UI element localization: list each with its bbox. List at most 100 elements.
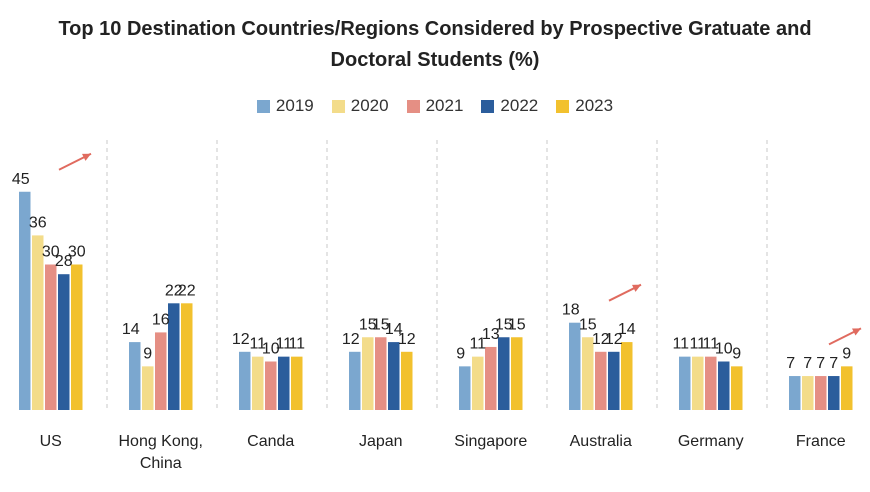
legend-swatch-2019 [256, 99, 270, 113]
category-label-3: Japan [359, 433, 403, 450]
value-label-2021-2: 10 [262, 341, 280, 358]
bar-2022-7 [828, 376, 840, 410]
bar-2022-5 [608, 351, 620, 410]
value-label-2022-5: 12 [605, 331, 623, 348]
value-label-2021-5: 12 [592, 331, 610, 348]
value-label-2023-3: 12 [398, 331, 416, 348]
value-label-2023-2: 11 [288, 336, 305, 353]
value-label-2019-1: 14 [122, 321, 140, 338]
bar-2019-3 [349, 351, 361, 410]
value-label-2021-0: 30 [42, 244, 60, 261]
value-label-2020-2: 11 [249, 336, 266, 353]
legend-label-2022: 2022 [500, 96, 539, 115]
value-label-2019-4: 9 [456, 345, 465, 362]
bar-2020-1 [142, 366, 154, 410]
bar-2021-4 [485, 346, 497, 410]
bar-2021-7 [815, 376, 827, 410]
bar-2019-1 [129, 342, 141, 410]
bar-2020-0 [32, 235, 44, 410]
value-label-2023-0: 30 [68, 244, 86, 261]
value-label-2021-4: 13 [482, 326, 500, 343]
value-label-2019-6: 11 [672, 336, 689, 353]
chart-title-line-1: Top 10 Destination Countries/Regions Con… [58, 18, 812, 40]
legend-label-2023: 2023 [575, 96, 614, 115]
value-label-2019-2: 12 [232, 331, 250, 348]
legend-swatch-2022 [481, 99, 495, 113]
legend-swatch-2020 [331, 99, 345, 113]
bar-2019-6 [679, 356, 691, 410]
legend-item-2023: 2023 [556, 96, 613, 116]
value-label-2020-7: 7 [803, 355, 812, 372]
value-label-2022-1: 22 [165, 282, 183, 299]
bar-2020-6 [692, 356, 704, 410]
value-label-2022-4: 15 [495, 316, 513, 333]
category-label-1: Hong Kong, China [118, 433, 203, 472]
value-label-2021-7: 7 [816, 355, 825, 372]
value-label-2019-7: 7 [786, 355, 795, 372]
bar-2021-1 [155, 332, 167, 410]
category-label-0: US [40, 433, 62, 450]
value-label-2023-6: 9 [732, 345, 741, 362]
bar-2022-4 [498, 337, 510, 410]
bar-2023-3 [401, 351, 413, 410]
bar-2023-0 [71, 264, 83, 410]
legend-label-2019: 2019 [275, 96, 314, 115]
legend-swatch-2023 [556, 99, 570, 113]
category-label-4: Singapore [454, 433, 527, 450]
bar-2021-5 [595, 351, 607, 410]
value-label-2020-6: 11 [689, 336, 706, 353]
bar-2019-7 [789, 376, 801, 410]
legend: 2019 2020 2021 2022 2023 [0, 96, 870, 116]
bar-2019-4 [459, 366, 471, 410]
value-label-2020-0: 36 [29, 214, 47, 231]
legend-item-2021: 2021 [406, 96, 464, 116]
bar-2022-1 [168, 303, 180, 410]
category-label-7: France [796, 433, 846, 450]
trend-arrow-head [82, 153, 91, 161]
bar-2022-6 [718, 361, 730, 410]
legend-label-2021: 2021 [425, 96, 464, 115]
bar-2020-4 [472, 356, 484, 410]
value-label-2022-7: 7 [829, 355, 838, 372]
category-label-5: Australia [570, 433, 632, 450]
bar-2020-3 [362, 337, 374, 410]
bar-2023-1 [181, 303, 193, 410]
value-label-2021-3: 15 [372, 316, 390, 333]
value-label-2019-3: 12 [342, 331, 360, 348]
bar-2020-5 [582, 337, 594, 410]
category-label-2: Canda [247, 433, 294, 450]
bar-2023-2 [291, 356, 303, 410]
bar-2023-4 [511, 337, 523, 410]
value-label-2023-1: 22 [178, 282, 196, 299]
legend-item-2022: 2022 [481, 96, 538, 116]
category-label-6: Germany [678, 433, 744, 450]
bar-2020-7 [802, 376, 814, 410]
value-label-2023-7: 9 [842, 345, 851, 362]
bar-2021-3 [375, 337, 387, 410]
bar-2022-3 [388, 342, 400, 410]
value-label-2020-4: 11 [469, 336, 486, 353]
bar-2023-7 [841, 366, 853, 410]
value-label-2021-1: 16 [152, 311, 170, 328]
bar-2022-0 [58, 274, 70, 410]
value-label-2020-5: 15 [579, 316, 597, 333]
bar-2021-0 [45, 264, 57, 410]
value-label-2021-6: 11 [702, 336, 719, 353]
bar-2021-2 [265, 361, 277, 410]
bar-2019-2 [239, 351, 251, 410]
legend-swatch-2021 [406, 99, 420, 113]
value-label-2023-5: 14 [618, 321, 636, 338]
trend-arrow-head [852, 328, 861, 336]
chart-title: Top 10 Destination Countries/Regions Con… [0, 14, 870, 76]
bar-2020-2 [252, 356, 264, 410]
trend-arrow-head [632, 284, 641, 292]
legend-item-2019: 2019 [256, 96, 314, 116]
chart-title-line-2: Doctoral Students (%) [330, 49, 540, 71]
bar-2019-5 [569, 322, 581, 410]
value-label-2020-3: 15 [359, 316, 377, 333]
value-label-2022-0: 28 [55, 253, 73, 270]
value-label-2019-5: 18 [562, 302, 580, 319]
bar-2019-0 [19, 191, 31, 410]
